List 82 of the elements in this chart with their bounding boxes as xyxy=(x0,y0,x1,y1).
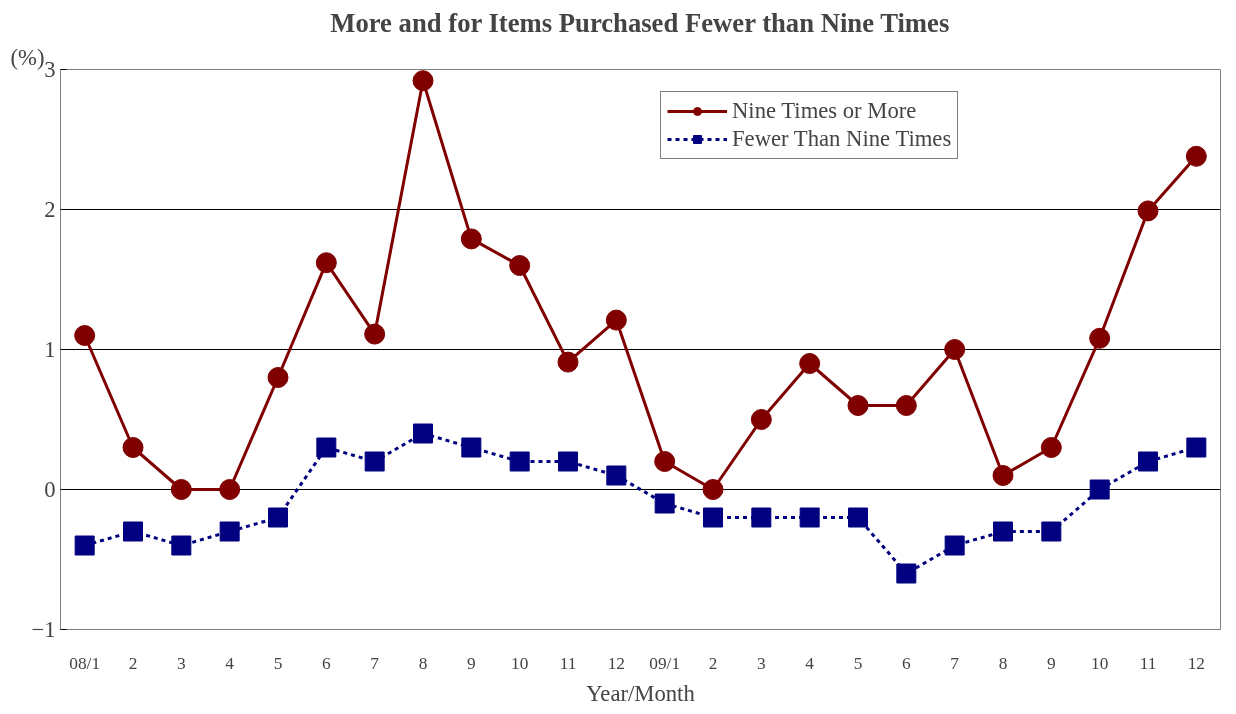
point xyxy=(751,507,772,528)
point xyxy=(944,535,965,556)
point xyxy=(316,437,337,458)
y-tick-label: −1 xyxy=(31,617,56,642)
point xyxy=(847,395,869,416)
y-axis-title: (%) xyxy=(10,44,45,70)
point xyxy=(268,507,288,528)
point xyxy=(895,395,917,416)
x-tick-label: 4 xyxy=(805,653,815,673)
point xyxy=(654,493,675,514)
x-tick-label: 9 xyxy=(1047,653,1056,673)
point xyxy=(123,521,143,542)
point xyxy=(171,535,192,556)
point xyxy=(461,437,482,458)
x-axis-title: Year/Month xyxy=(586,680,696,706)
x-tick-label: 7 xyxy=(950,653,960,673)
point xyxy=(558,451,578,472)
x-tick-label: 7 xyxy=(370,653,380,673)
y-tick-label: 1 xyxy=(44,337,56,362)
y-tick-label: 0 xyxy=(44,477,56,502)
x-tick-label: 3 xyxy=(757,653,766,673)
point xyxy=(654,451,676,472)
point xyxy=(848,507,868,528)
point xyxy=(750,409,772,430)
x-tick-label: 6 xyxy=(322,653,331,673)
point xyxy=(219,479,241,500)
x-tick-label: 2 xyxy=(128,653,138,673)
point xyxy=(413,423,433,444)
x-tick-label: 4 xyxy=(225,653,235,673)
point xyxy=(315,252,337,274)
x-tick-label: 6 xyxy=(902,653,911,673)
point xyxy=(799,507,820,528)
x-tick-label: 8 xyxy=(998,653,1008,673)
y-tick-label: 3 xyxy=(44,57,56,82)
x-tick-label: 2 xyxy=(708,653,718,673)
legend-label: Nine Times or More xyxy=(732,98,917,124)
point xyxy=(605,309,627,331)
point xyxy=(993,521,1013,542)
point xyxy=(1186,437,1207,458)
x-tick-label: 5 xyxy=(853,653,863,673)
point xyxy=(1138,451,1158,472)
point xyxy=(1137,200,1159,222)
point xyxy=(267,367,289,388)
point xyxy=(74,535,95,556)
point xyxy=(1185,145,1207,167)
point xyxy=(170,479,192,500)
point xyxy=(702,479,724,500)
point xyxy=(509,255,531,276)
point xyxy=(364,323,386,345)
point xyxy=(606,465,627,486)
point xyxy=(557,351,579,373)
x-tick-label: 12 xyxy=(1187,653,1205,673)
x-tick-label: 11 xyxy=(1139,653,1157,673)
point xyxy=(460,228,482,250)
y-tick-label: 2 xyxy=(44,197,56,222)
point xyxy=(219,521,240,542)
point xyxy=(1089,327,1111,349)
point xyxy=(1089,479,1110,500)
point xyxy=(799,353,821,374)
x-tick-label: 5 xyxy=(273,653,283,673)
x-tick-label: 3 xyxy=(177,653,186,673)
x-tick-label: 12 xyxy=(607,653,625,673)
x-tick-label: 9 xyxy=(467,653,476,673)
point xyxy=(896,563,917,584)
point xyxy=(992,465,1014,486)
x-tick-label: 09/1 xyxy=(649,653,681,673)
x-tick-label: 10 xyxy=(511,653,529,673)
x-tick-label: 11 xyxy=(559,653,577,673)
x-tick-label: 8 xyxy=(418,653,428,673)
point xyxy=(74,325,96,346)
point xyxy=(703,507,723,528)
x-tick-label: 08/1 xyxy=(69,653,101,673)
point xyxy=(509,451,530,472)
point xyxy=(944,339,966,360)
chart-title: More and for Items Purchased Fewer than Nine Times xyxy=(330,7,950,38)
point xyxy=(364,451,385,472)
x-tick-label: 10 xyxy=(1091,653,1109,673)
point xyxy=(412,70,434,92)
point xyxy=(122,437,144,458)
point xyxy=(1041,521,1062,542)
legend-label: Fewer Than Nine Times xyxy=(732,126,952,152)
point xyxy=(1040,437,1062,458)
